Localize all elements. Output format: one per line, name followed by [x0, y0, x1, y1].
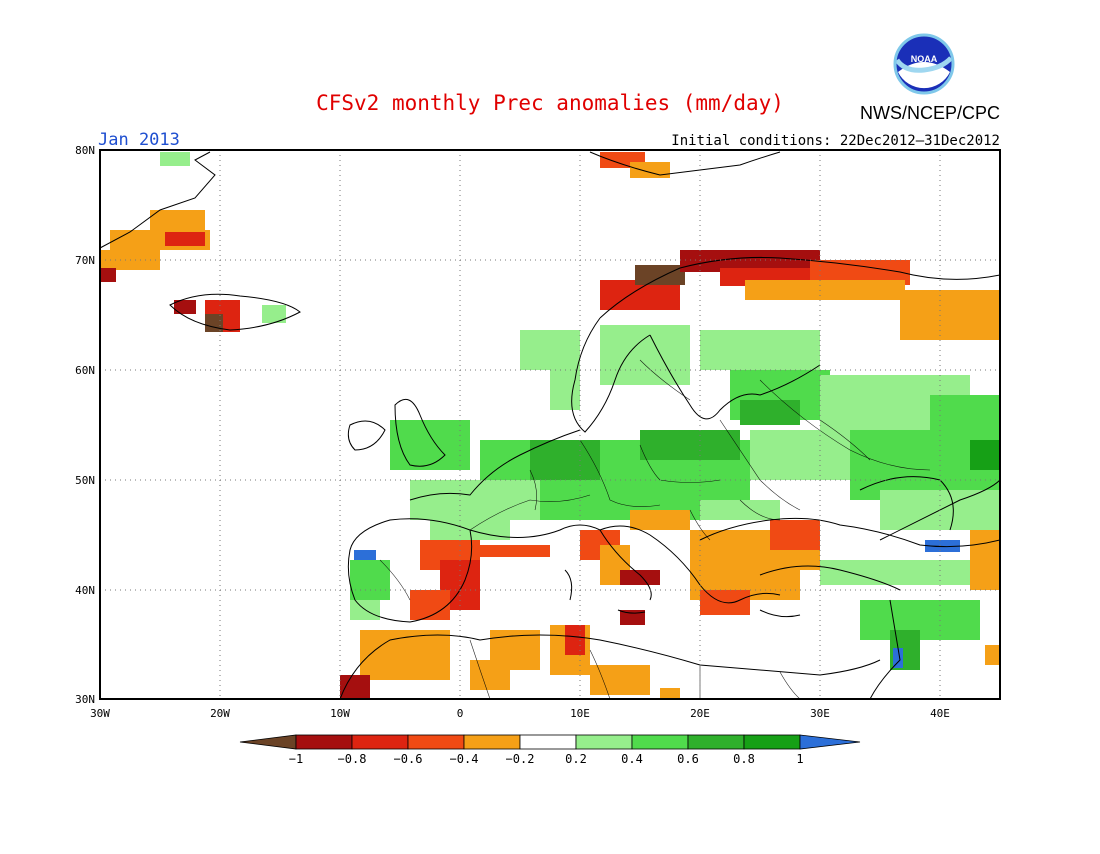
colorbar-segment — [575, 734, 633, 750]
coastlines — [100, 151, 1000, 699]
colorbar-segment — [295, 734, 353, 750]
colorbar-label: −0.6 — [394, 752, 423, 766]
colorbar-label: 0.8 — [733, 752, 755, 766]
noaa-logo: NOAA — [893, 33, 955, 95]
lon-label: 0 — [457, 707, 464, 720]
lat-label: 50N — [75, 474, 95, 487]
noaa-logo-text: NOAA — [911, 54, 938, 64]
map-title: CFSv2 monthly Prec anomalies (mm/day) — [316, 91, 784, 115]
lon-label: 20E — [690, 707, 710, 720]
agency-label: NWS/NCEP/CPC — [860, 103, 1000, 123]
lat-label: 60N — [75, 364, 95, 377]
colorbar-low-triangle — [239, 734, 297, 750]
lon-label: 30W — [90, 707, 110, 720]
lon-labels: 30W 20W 10W 0 10E 20E 30E 40E — [90, 707, 950, 720]
colorbar-segment — [519, 734, 577, 750]
lat-label: 40N — [75, 584, 95, 597]
colorbar-label: 0.6 — [677, 752, 699, 766]
colorbar-segment — [463, 734, 521, 750]
colorbar-label: 1 — [796, 752, 803, 766]
lat-label: 30N — [75, 693, 95, 706]
map-field — [100, 150, 1000, 699]
anomaly-shading — [100, 152, 1000, 699]
colorbar-segment — [743, 734, 801, 750]
colorbar-segment — [631, 734, 689, 750]
colorbar-label: 0.2 — [565, 752, 587, 766]
colorbar — [239, 734, 861, 750]
period-label: Jan 2013 — [98, 130, 180, 150]
initial-conditions-label: Initial conditions: 22Dec2012–31Dec2012 — [671, 133, 1000, 149]
lat-labels: 80N 70N 60N 50N 40N 30N — [75, 144, 95, 706]
colorbar-label: 0.4 — [621, 752, 643, 766]
colorbar-labels: −1 −0.8 −0.6 −0.4 −0.2 0.2 0.4 0.6 0.8 1 — [289, 752, 804, 766]
map-frame — [99, 149, 1001, 700]
country-borders — [379, 359, 931, 699]
colorbar-segment — [687, 734, 745, 750]
lon-label: 10E — [570, 707, 590, 720]
graticule — [100, 150, 1000, 699]
colorbar-segment — [407, 734, 465, 750]
lon-label: 40E — [930, 707, 950, 720]
lon-label: 30E — [810, 707, 830, 720]
lat-label: 80N — [75, 144, 95, 157]
colorbar-label: −0.2 — [506, 752, 535, 766]
colorbar-segment — [351, 734, 409, 750]
lon-label: 20W — [210, 707, 230, 720]
lon-label: 10W — [330, 707, 350, 720]
colorbar-label: −1 — [289, 752, 303, 766]
colorbar-label: −0.8 — [338, 752, 367, 766]
colorbar-high-triangle — [799, 734, 861, 750]
lat-label: 70N — [75, 254, 95, 267]
colorbar-label: −0.4 — [450, 752, 479, 766]
